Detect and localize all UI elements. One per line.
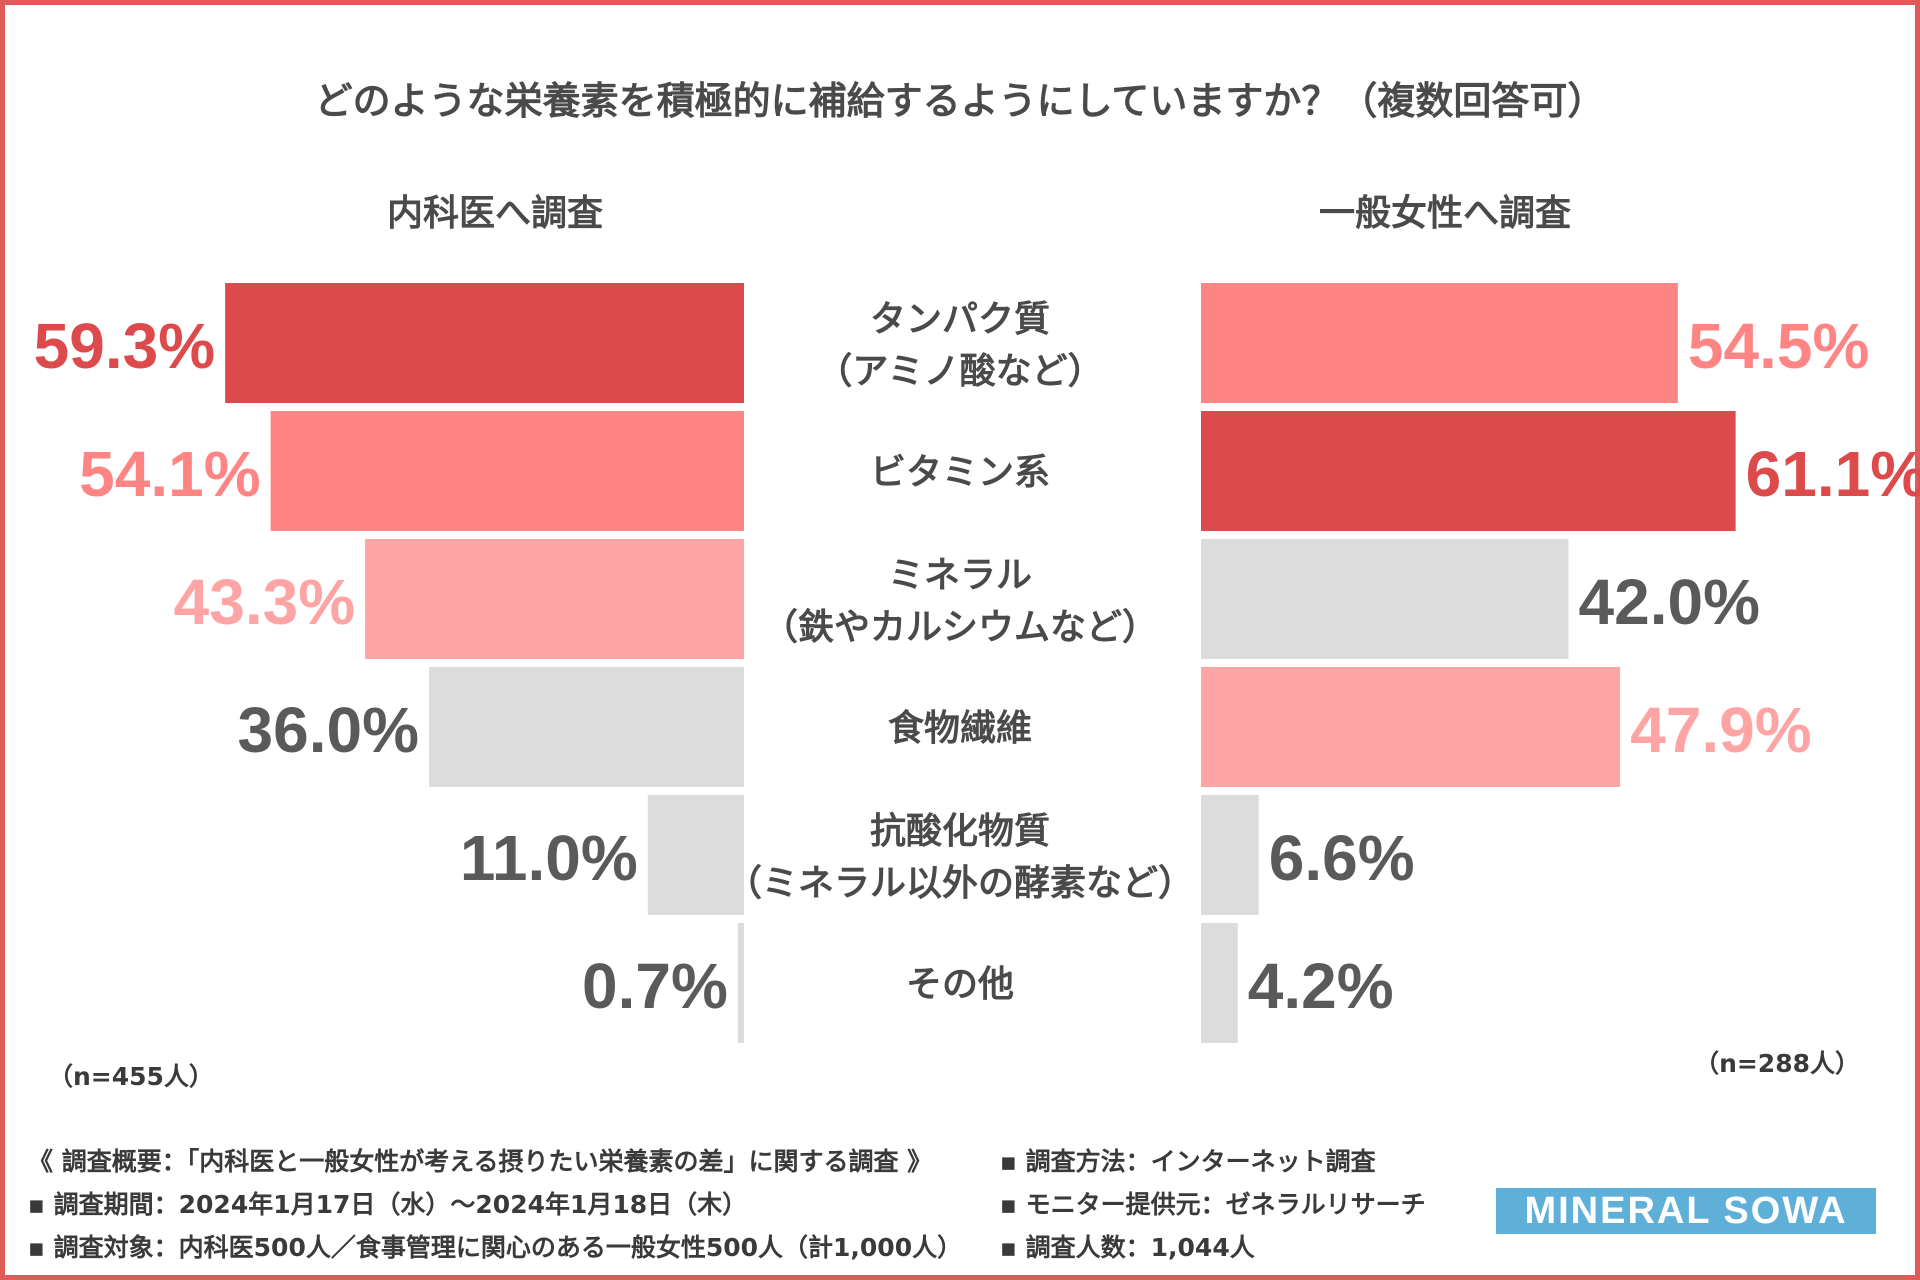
bars-group: タンパク質 （アミノ酸など） 59.3% 54.5% ビタミン系 54.1% 61.1% ミネ… (34, 283, 1920, 1043)
category-label: ミネラル (888, 555, 1032, 596)
left-bar (365, 539, 744, 659)
left-value-label: 11.0% (460, 822, 638, 894)
right-value-label: 47.9% (1630, 694, 1811, 766)
footer-period: ▪ 調査期間：2024年1月17日（水）〜2024年1月18日（木） (28, 1190, 748, 1219)
left-value-label: 0.7% (582, 950, 728, 1022)
right-n-label: （n=288人） (1694, 1049, 1860, 1078)
category-label: 食物繊維 (888, 708, 1032, 749)
mineral-sowa-logo: MINERAL SOWA (1496, 1188, 1876, 1234)
category-sublabel: （ミネラル以外の酵素など） (726, 863, 1194, 904)
footer-overview: 《 調査概要：「内科医と一般女性が考える摂りたい栄養素の差」に関する調査 》 (28, 1147, 933, 1176)
left-value-label: 36.0% (238, 694, 419, 766)
right-bar (1201, 667, 1621, 787)
right-value-label: 6.6% (1269, 822, 1415, 894)
chart-title: どのような栄養素を積極的に補給するようにしていますか？（複数回答可） (315, 79, 1606, 123)
right-value-label: 42.0% (1579, 566, 1760, 638)
category-label: ビタミン系 (870, 452, 1050, 493)
category-label: 抗酸化物質 (870, 810, 1050, 852)
left-n-label: （n=455人） (48, 1062, 214, 1091)
footer-target: ▪ 調査対象：内科医500人／食事管理に関心のある一般女性500人（計1,000… (28, 1233, 963, 1262)
left-bar (270, 411, 744, 531)
right-bar (1201, 539, 1569, 659)
left-bar (737, 923, 744, 1043)
footer-provider: ▪ モニター提供元：ゼネラルリサーチ (1000, 1190, 1426, 1219)
left-value-label: 54.1% (79, 438, 260, 510)
right-bar (1201, 411, 1736, 531)
right-bar (1201, 283, 1678, 403)
right-panel-title: 一般女性へ調査 (1319, 193, 1571, 234)
left-value-label: 43.3% (174, 566, 355, 638)
category-label: タンパク質 (870, 299, 1050, 340)
footer-count: ▪ 調査人数：1,044人 (1000, 1233, 1255, 1262)
category-sublabel: （鉄やカルシウムなど） (762, 607, 1158, 648)
footer-method: ▪ 調査方法：インターネット調査 (1000, 1147, 1376, 1176)
left-bar (647, 795, 744, 915)
left-bar (429, 667, 744, 787)
left-value-label: 59.3% (34, 310, 215, 382)
right-value-label: 4.2% (1248, 950, 1394, 1022)
right-value-label: 61.1% (1746, 438, 1920, 510)
left-panel-title: 内科医へ調査 (387, 193, 603, 234)
right-value-label: 54.5% (1688, 310, 1869, 382)
right-bar (1201, 795, 1259, 915)
left-bar (225, 283, 744, 403)
category-sublabel: （アミノ酸など） (816, 351, 1103, 392)
right-bar (1201, 923, 1238, 1043)
category-label: その他 (906, 964, 1014, 1005)
